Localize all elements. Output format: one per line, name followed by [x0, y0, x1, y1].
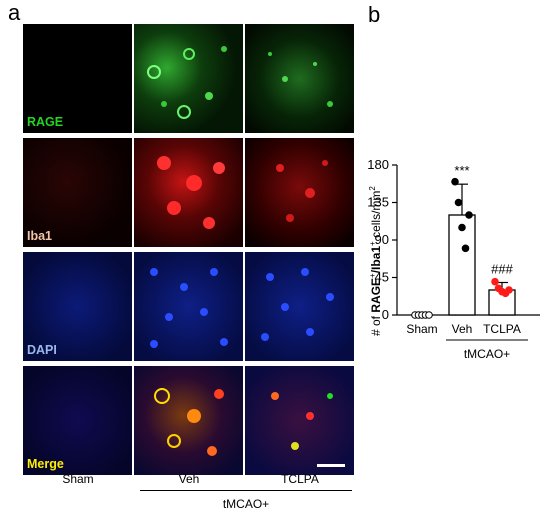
panel-letter-a: a: [8, 0, 21, 25]
merge-veh-cells: [154, 388, 224, 456]
merge-tclpa-cells: [271, 392, 345, 467]
row-label-iba1: Iba1: [27, 229, 53, 243]
rage-tclpa-cells: [268, 52, 333, 107]
column-label-veh: Veh: [178, 472, 200, 486]
group-bracket: [140, 490, 352, 491]
x-tick-label-veh: Veh: [452, 322, 473, 336]
column-label-sham: Sham: [62, 472, 94, 486]
iba1-tclpa-cells: [276, 160, 328, 222]
significance-tclpa: ###: [491, 262, 513, 277]
panel-letter-b: b: [368, 2, 381, 27]
row-label-rage: RAGE: [27, 115, 64, 129]
tile-merge-veh: [134, 366, 243, 475]
y-tick-label: 135: [367, 195, 389, 210]
data-point-veh: [454, 198, 463, 207]
x-tick-label-tclpa: TCLPA: [483, 322, 521, 336]
data-point-tclpa: [505, 286, 513, 294]
micrograph-grid: RAGE Iba1: [23, 24, 354, 475]
chart-group-label: tMCAO+: [464, 347, 510, 361]
data-point-veh: [465, 211, 473, 219]
y-tick-label: 180: [367, 157, 389, 172]
y-tick-label: 45: [375, 270, 389, 285]
column-label-tclpa: TCLPA: [281, 472, 319, 486]
y-tick-label: 0: [382, 307, 389, 322]
dapi-tclpa-nuclei: [261, 268, 334, 341]
data-point-veh: [461, 244, 470, 253]
tile-dapi-tclpa: [245, 252, 354, 361]
significance-veh: ***: [454, 163, 469, 178]
tile-merge-sham: Merge: [23, 366, 132, 475]
tile-rage-tclpa: [245, 24, 354, 133]
data-point-tclpa: [491, 277, 499, 286]
y-tick-label: 90: [375, 232, 389, 247]
iba1-veh-cells: [157, 156, 225, 229]
data-point-sham: [425, 311, 433, 319]
row-label-merge: Merge: [27, 457, 64, 471]
x-tick-label-sham: Sham: [406, 322, 437, 336]
tile-rage-sham: RAGE: [23, 24, 132, 133]
tile-iba1-sham: Iba1: [23, 138, 132, 247]
dapi-veh-nuclei: [150, 268, 228, 348]
row-label-dapi: DAPI: [27, 343, 57, 357]
group-label-a: tMCAO+: [222, 497, 270, 511]
tile-dapi-veh: [134, 252, 243, 361]
data-point-veh: [451, 177, 459, 186]
tile-iba1-tclpa: [245, 138, 354, 247]
tile-rage-veh: [134, 24, 243, 133]
rage-veh-cells: [147, 46, 227, 119]
tile-iba1-veh: [134, 138, 243, 247]
tile-dapi-sham: DAPI: [23, 252, 132, 361]
bar-chart: 0 45 90 135 180 Sham *** Veh ### TCLPA tMCAO+: [367, 157, 540, 361]
tile-merge-tclpa: [245, 366, 354, 475]
scale-bar: [317, 464, 345, 467]
data-point-veh: [458, 223, 466, 232]
